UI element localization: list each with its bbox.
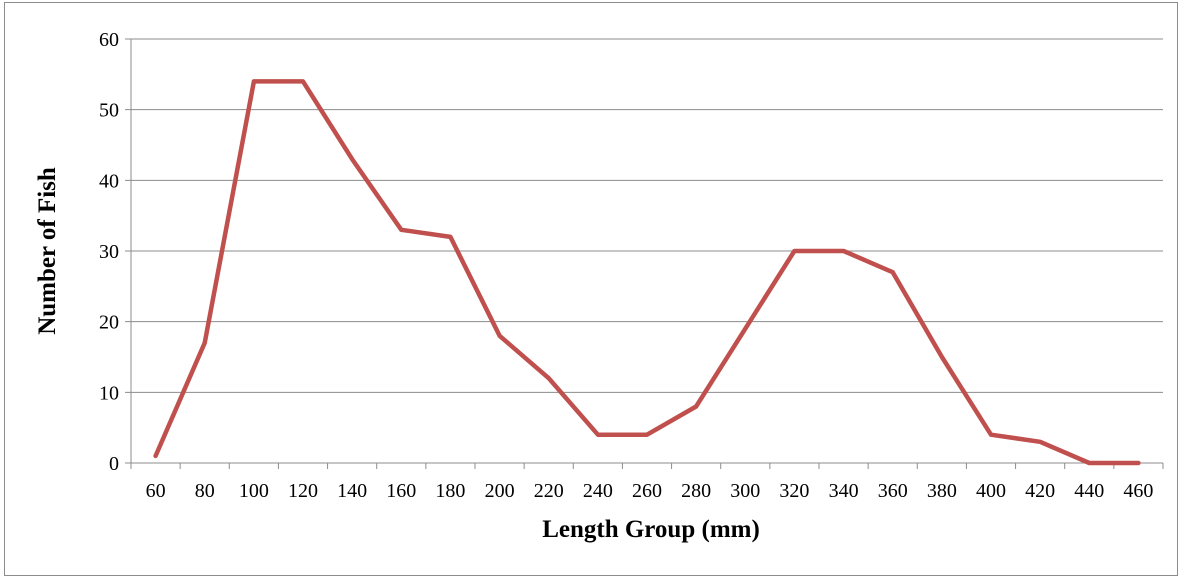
y-axis-title: Number of Fish — [34, 167, 61, 335]
line-chart: 0 10 20 30 40 50 60 60 80 100 120 140 160 180 200 220 2… — [34, 29, 1164, 543]
y-tick-label: 50 — [99, 100, 119, 122]
x-tick-label: 120 — [288, 480, 318, 502]
x-tick-label: 380 — [927, 480, 957, 502]
x-tick-label: 340 — [829, 480, 859, 502]
x-axis-title: Length Group (mm) — [542, 516, 760, 543]
y-tick-label: 10 — [99, 382, 119, 404]
y-tick-label: 40 — [99, 170, 119, 192]
y-tick-labels: 0 10 20 30 40 50 60 — [99, 29, 119, 475]
x-tick-label: 200 — [485, 480, 515, 502]
chart-area: 0 10 20 30 40 50 60 60 80 100 120 140 160 180 200 220 2… — [4, 2, 1178, 576]
x-tick-label: 80 — [195, 480, 215, 502]
x-tick-label: 220 — [534, 480, 564, 502]
x-tick-label: 260 — [632, 480, 662, 502]
x-tick-label: 300 — [730, 480, 760, 502]
x-tick-label: 400 — [976, 480, 1006, 502]
y-tick-label: 0 — [109, 453, 119, 475]
x-tick-label: 140 — [337, 480, 367, 502]
x-tick-label: 180 — [435, 480, 465, 502]
axes — [125, 39, 1164, 469]
y-tick-label: 30 — [99, 241, 119, 263]
x-tick-labels: 60 80 100 120 140 160 180 200 220 240 260 280 300 320… — [146, 480, 1154, 502]
x-tick-label: 320 — [779, 480, 809, 502]
x-tick-label: 60 — [146, 480, 166, 502]
x-tick-label: 420 — [1025, 480, 1055, 502]
x-tick-label: 460 — [1123, 480, 1153, 502]
x-tick-label: 160 — [386, 480, 416, 502]
y-tick-label: 20 — [99, 312, 119, 334]
x-tick-label: 100 — [239, 480, 269, 502]
x-tick-label: 280 — [681, 480, 711, 502]
x-tick-label: 360 — [878, 480, 908, 502]
x-tick-label: 240 — [583, 480, 613, 502]
y-tick-label: 60 — [99, 29, 119, 51]
series-line — [153, 79, 1141, 466]
gridlines — [125, 38, 1163, 393]
x-tick-label: 440 — [1074, 480, 1104, 502]
